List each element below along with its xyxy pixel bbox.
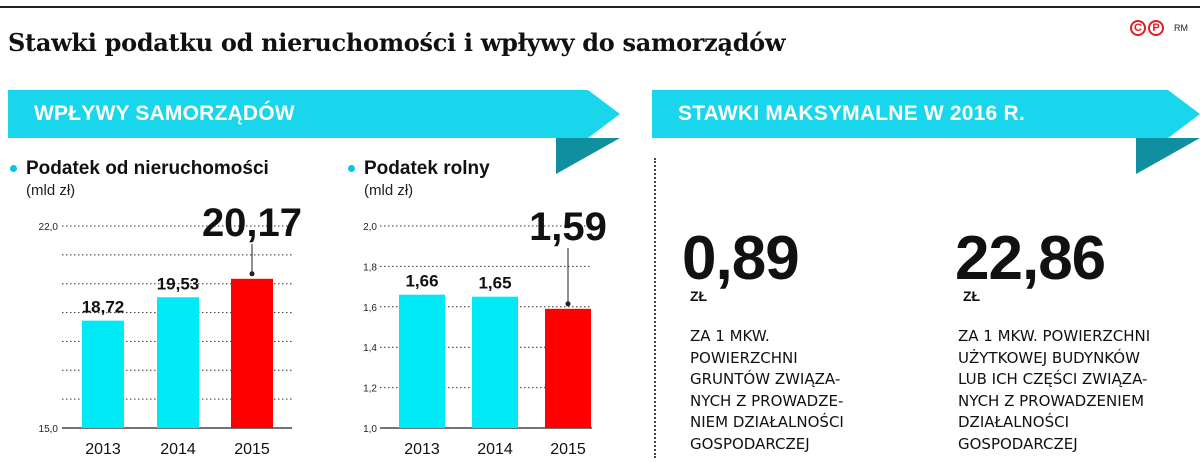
- chart-podatek-rolny: 1,0 1,2 1,4 1,6 1,8 2,0 2013 1,66 2014 1,65 2015 1,…: [363, 205, 607, 458]
- x-tick-label: 2015: [234, 441, 270, 458]
- x-tick-label: 2015: [550, 441, 586, 458]
- section-divider: [654, 158, 656, 458]
- banner-stawki: STAWKI MAKSYMALNE W 2016 R.: [652, 88, 1200, 178]
- copyright-p-icon: P: [1148, 20, 1164, 36]
- chart-1-title-text: Podatek od nieruchomości: [26, 158, 269, 179]
- description-line: UŻYTKOWEJ BUDYNKÓW: [958, 348, 1140, 367]
- page-title: Stawki podatku od nieruchomości i wpływy…: [8, 28, 786, 57]
- credit: C P RM: [1130, 20, 1188, 36]
- description-line: GOSPODARCZEJ: [690, 434, 810, 453]
- description-line: LUB ICH CZĘŚCI ZWIĄZA-: [958, 370, 1148, 388]
- description-line: GOSPODARCZEJ: [958, 434, 1078, 453]
- rate-1-unit: ZŁ: [690, 288, 708, 304]
- x-tick-label: 2014: [477, 441, 513, 458]
- data-label-highlight: 1,59: [529, 205, 607, 249]
- chart-2-title-text: Podatek rolny: [364, 158, 490, 179]
- data-label: 18,72: [82, 298, 125, 317]
- rate-2-value: 22,86: [955, 224, 1106, 293]
- chart-podatek-od-nieruchomosci: 15,0 22,0 2013 18,72 2014 19,53 2015 20,17: [39, 201, 303, 458]
- data-label: 1,66: [405, 272, 438, 291]
- description-line: ZA 1 MKW. POWIERZCHNI: [958, 327, 1151, 345]
- bullet-icon: [10, 165, 17, 173]
- leader-dot: [249, 271, 255, 277]
- rate-2-unit: ZŁ: [963, 288, 981, 304]
- y-tick-label: 22,0: [39, 222, 59, 233]
- chart-2-title: Podatek rolny: [348, 158, 490, 180]
- bullet-icon: [348, 165, 355, 173]
- y-tick-label: 15,0: [39, 424, 59, 435]
- description-line: DZIAŁALNOŚCI: [958, 413, 1070, 431]
- y-tick-label: 2,0: [363, 222, 377, 233]
- banner-label: STAWKI MAKSYMALNE W 2016 R.: [678, 102, 1025, 125]
- bar-2013: [82, 320, 124, 428]
- y-tick-label: 1,8: [363, 262, 377, 273]
- y-tick-label: 1,6: [363, 303, 377, 314]
- chart-2-unit: (mld zł): [364, 182, 414, 199]
- chart-1-title: Podatek od nieruchomości: [10, 158, 269, 180]
- banner-shape: [8, 90, 620, 174]
- description-line: GRUNTÓW ZWIĄZA-: [690, 370, 841, 388]
- bar-2014: [157, 297, 199, 428]
- data-label: 1,65: [478, 274, 511, 293]
- top-rule: [0, 6, 1200, 8]
- bar-2013: [399, 294, 445, 428]
- data-label: 19,53: [157, 274, 200, 293]
- author-initials: RM: [1174, 23, 1188, 33]
- rate-1-value: 0,89: [682, 224, 800, 293]
- bar-2015: [545, 308, 591, 428]
- description-line: NYCH Z PROWADZENIEM: [958, 391, 1145, 410]
- description-line: ZA 1 MKW.: [690, 327, 770, 345]
- data-label-highlight: 20,17: [202, 201, 302, 245]
- description-line: POWIERZCHNI: [690, 348, 798, 367]
- y-tick-label: 1,4: [363, 343, 377, 354]
- rate-2-description: ZA 1 MKW. POWIERZCHNI UŻYTKOWEJ BUDYNKÓW L…: [958, 326, 1150, 455]
- bar-2014: [472, 296, 518, 428]
- banner-label: WPŁYWY SAMORZĄDÓW: [34, 102, 295, 125]
- x-tick-label: 2014: [160, 441, 196, 458]
- copyright-c-icon: C: [1130, 20, 1146, 36]
- description-line: NYCH Z PROWADZE-: [690, 391, 844, 410]
- y-tick-label: 1,2: [363, 384, 377, 395]
- leader-dot: [565, 301, 571, 307]
- banner-shape: [652, 90, 1200, 174]
- banner-wplywy: WPŁYWY SAMORZĄDÓW: [8, 88, 620, 178]
- rate-1-description: ZA 1 MKW. POWIERZCHNI GRUNTÓW ZWIĄZA- NYCH …: [690, 326, 844, 455]
- y-tick-label: 1,0: [363, 424, 377, 435]
- x-tick-label: 2013: [85, 441, 121, 458]
- bar-2015: [231, 278, 273, 428]
- x-tick-label: 2013: [404, 441, 440, 458]
- chart-1-unit: (mld zł): [26, 182, 76, 199]
- description-line: NIEM DZIAŁALNOŚCI: [690, 413, 844, 431]
